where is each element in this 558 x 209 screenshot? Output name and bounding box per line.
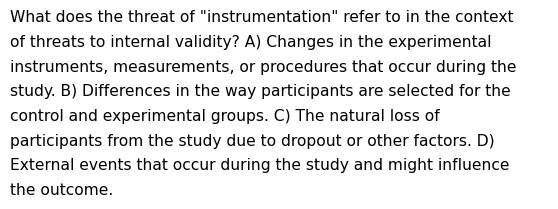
- Text: instruments, measurements, or procedures that occur during the: instruments, measurements, or procedures…: [10, 60, 517, 75]
- Text: What does the threat of "instrumentation" refer to in the context: What does the threat of "instrumentation…: [10, 10, 513, 25]
- Text: of threats to internal validity? A) Changes in the experimental: of threats to internal validity? A) Chan…: [10, 35, 492, 50]
- Text: the outcome.: the outcome.: [10, 183, 113, 198]
- Text: control and experimental groups. C) The natural loss of: control and experimental groups. C) The …: [10, 109, 440, 124]
- Text: study. B) Differences in the way participants are selected for the: study. B) Differences in the way partici…: [10, 84, 511, 99]
- Text: participants from the study due to dropout or other factors. D): participants from the study due to dropo…: [10, 134, 495, 149]
- Text: External events that occur during the study and might influence: External events that occur during the st…: [10, 158, 509, 173]
